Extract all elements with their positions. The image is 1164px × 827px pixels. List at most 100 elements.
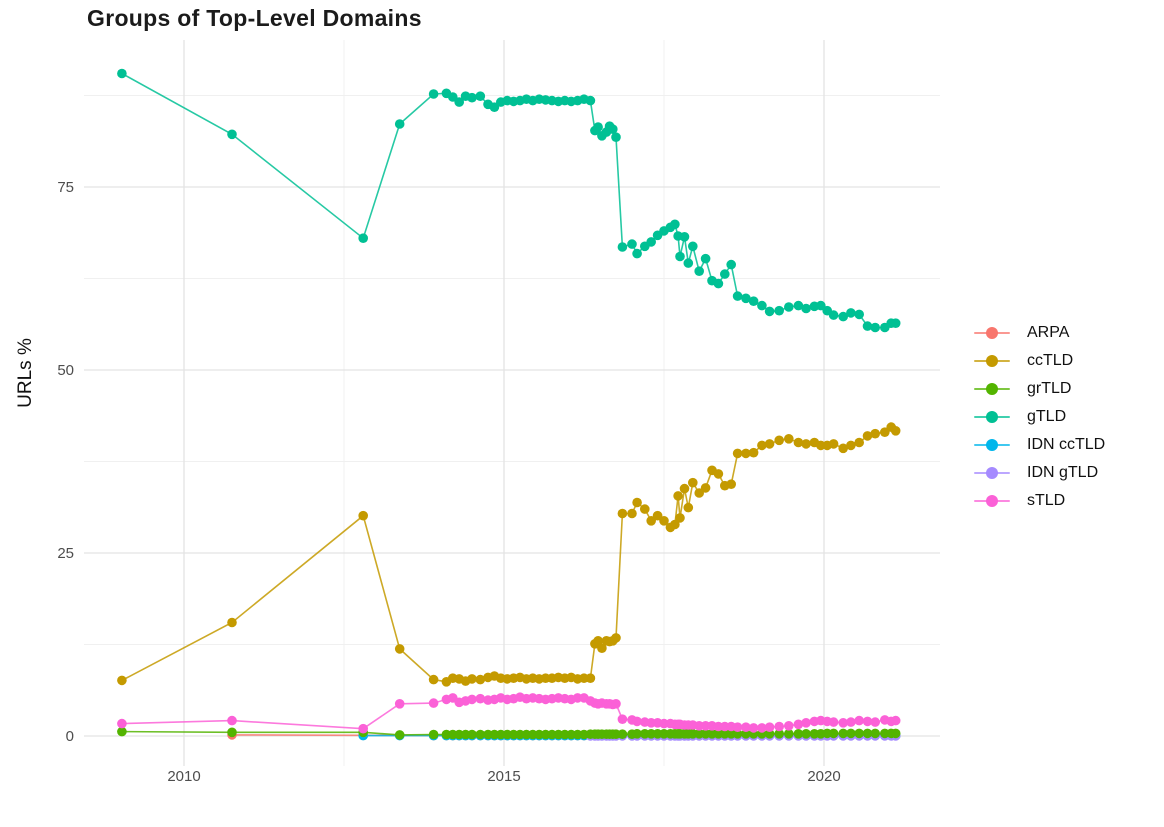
data-point bbox=[227, 727, 237, 738]
legend-item-arpa: ARPA bbox=[974, 319, 1105, 347]
data-point bbox=[632, 497, 642, 508]
data-point bbox=[617, 729, 628, 739]
legend-key-icon bbox=[974, 439, 1010, 451]
data-point bbox=[670, 519, 680, 530]
data-point bbox=[870, 322, 880, 333]
legend-label: IDN gTLD bbox=[1027, 464, 1099, 481]
data-point bbox=[870, 428, 880, 439]
x-tick-label: 2015 bbox=[487, 768, 520, 785]
data-point bbox=[394, 644, 405, 654]
data-point bbox=[467, 674, 477, 684]
data-point bbox=[774, 305, 784, 316]
data-point bbox=[673, 491, 683, 501]
data-point bbox=[838, 728, 848, 739]
data-point bbox=[741, 293, 751, 304]
data-point bbox=[611, 633, 621, 643]
data-point bbox=[732, 729, 743, 739]
data-point bbox=[688, 477, 698, 488]
legend-key-dot bbox=[986, 467, 998, 479]
data-point bbox=[428, 698, 439, 708]
data-point bbox=[467, 92, 477, 103]
data-point bbox=[801, 718, 811, 728]
data-point bbox=[726, 259, 736, 270]
legend-key-icon bbox=[974, 327, 1010, 339]
data-point bbox=[646, 516, 656, 526]
data-point bbox=[611, 132, 621, 142]
data-point bbox=[838, 311, 848, 322]
data-point bbox=[846, 728, 856, 739]
data-point bbox=[652, 510, 663, 521]
data-point bbox=[688, 241, 698, 252]
y-tick-label: 75 bbox=[57, 179, 74, 196]
legend-label: IDN ccTLD bbox=[1027, 436, 1106, 453]
data-point bbox=[846, 440, 856, 451]
data-point bbox=[784, 302, 794, 312]
data-point bbox=[793, 300, 804, 311]
data-point bbox=[828, 310, 839, 320]
data-point bbox=[793, 437, 804, 448]
data-point bbox=[862, 716, 873, 727]
legend-label: ARPA bbox=[1027, 324, 1070, 341]
data-point bbox=[640, 504, 650, 514]
data-point bbox=[448, 92, 458, 102]
legend-label: ccTLD bbox=[1027, 352, 1074, 369]
data-point bbox=[748, 723, 759, 733]
data-point bbox=[632, 729, 642, 739]
data-point bbox=[611, 699, 621, 709]
legend-key-icon bbox=[974, 467, 1010, 479]
legend-item-gtld: gTLD bbox=[974, 403, 1105, 431]
legend-key-dot bbox=[986, 439, 998, 451]
data-point bbox=[748, 447, 759, 458]
series-ccTLD bbox=[117, 422, 901, 687]
legend-key-icon bbox=[974, 355, 1010, 367]
legend-key-icon bbox=[974, 411, 1010, 423]
x-tick-label: 2020 bbox=[807, 768, 840, 785]
data-point bbox=[627, 239, 637, 249]
data-point bbox=[646, 237, 656, 247]
data-point bbox=[713, 469, 724, 479]
data-point bbox=[617, 714, 628, 724]
data-point bbox=[117, 718, 127, 729]
legend-item-idn-gtld: IDN gTLD bbox=[974, 459, 1105, 487]
data-point bbox=[617, 508, 628, 519]
data-point bbox=[117, 68, 127, 79]
data-point bbox=[227, 129, 237, 140]
data-point bbox=[585, 673, 596, 683]
data-point bbox=[675, 251, 685, 262]
data-point bbox=[854, 715, 864, 726]
data-point bbox=[227, 715, 237, 726]
data-point bbox=[683, 502, 694, 513]
data-point bbox=[801, 439, 811, 449]
legend-key-icon bbox=[974, 383, 1010, 395]
data-point bbox=[713, 278, 724, 289]
data-point bbox=[454, 97, 465, 107]
data-point bbox=[627, 508, 637, 519]
data-point bbox=[828, 439, 839, 449]
data-point bbox=[816, 300, 826, 311]
data-point bbox=[870, 717, 880, 727]
data-point bbox=[757, 300, 767, 311]
legend-key-dot bbox=[986, 327, 998, 339]
data-point bbox=[683, 258, 694, 268]
data-point bbox=[801, 303, 811, 314]
data-point bbox=[784, 721, 794, 731]
x-tick-label: 2010 bbox=[167, 768, 200, 785]
data-point bbox=[862, 728, 873, 739]
data-point bbox=[793, 719, 804, 730]
legend-key-dot bbox=[986, 355, 998, 367]
series-line bbox=[121, 72, 896, 329]
data-point bbox=[854, 728, 864, 739]
data-point bbox=[880, 427, 890, 438]
legend-label: gTLD bbox=[1027, 408, 1067, 425]
data-point bbox=[679, 232, 690, 242]
data-point bbox=[117, 726, 127, 737]
legend-key-dot bbox=[986, 411, 998, 423]
data-point bbox=[428, 729, 439, 740]
data-point bbox=[732, 448, 743, 459]
data-point bbox=[227, 617, 237, 628]
data-point bbox=[585, 95, 596, 106]
legend-item-stld: sTLD bbox=[974, 487, 1105, 515]
data-point bbox=[828, 717, 839, 727]
data-point bbox=[700, 253, 711, 264]
